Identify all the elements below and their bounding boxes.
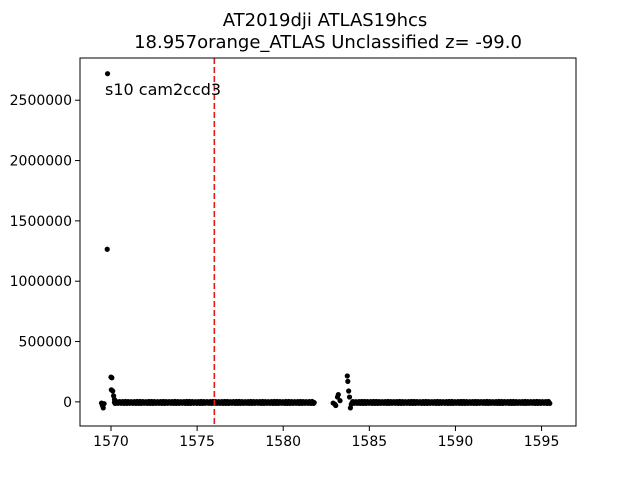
data-point [111, 396, 118, 403]
y-tick-label: 0 [63, 395, 72, 411]
data-point [101, 401, 107, 407]
y-tick-label: 2500000 [10, 93, 72, 109]
x-tick-label: 1575 [179, 434, 215, 450]
data-point [346, 388, 352, 394]
data-point [100, 405, 106, 411]
ccd-annotation: s10 cam2ccd3 [105, 80, 221, 99]
y-tick-label: 2000000 [10, 154, 72, 170]
chart-subtitle: 18.957orange_ATLAS Unclassified z= -99.0 [134, 32, 522, 53]
y-tick-label: 1000000 [10, 274, 72, 290]
data-point [104, 71, 111, 77]
x-tick-label: 1590 [438, 434, 474, 450]
data-point [547, 400, 553, 407]
data-point [346, 394, 353, 400]
data-point [337, 398, 343, 404]
x-tick-label: 1570 [93, 434, 129, 450]
x-tick-label: 1580 [265, 434, 301, 450]
plot-area: 1570 1575 1580 1585 1590 1595 0 500000 1000000 15… [10, 58, 560, 450]
y-tick-label: 500000 [19, 335, 72, 351]
x-tick-label: 1585 [352, 434, 388, 450]
data-point [348, 401, 354, 407]
data-point [109, 375, 115, 381]
data-point [344, 373, 350, 379]
axes-frame [79, 57, 577, 427]
data-point [345, 378, 351, 384]
y-tick-label: 1500000 [10, 214, 72, 230]
chart-title: AT2019dji ATLAS19hcs [223, 10, 428, 31]
data-point [333, 402, 339, 409]
data-point [104, 246, 110, 252]
data-point [311, 400, 317, 406]
x-tick-label: 1595 [524, 434, 560, 450]
data-point [335, 392, 341, 398]
data-point [110, 388, 116, 394]
